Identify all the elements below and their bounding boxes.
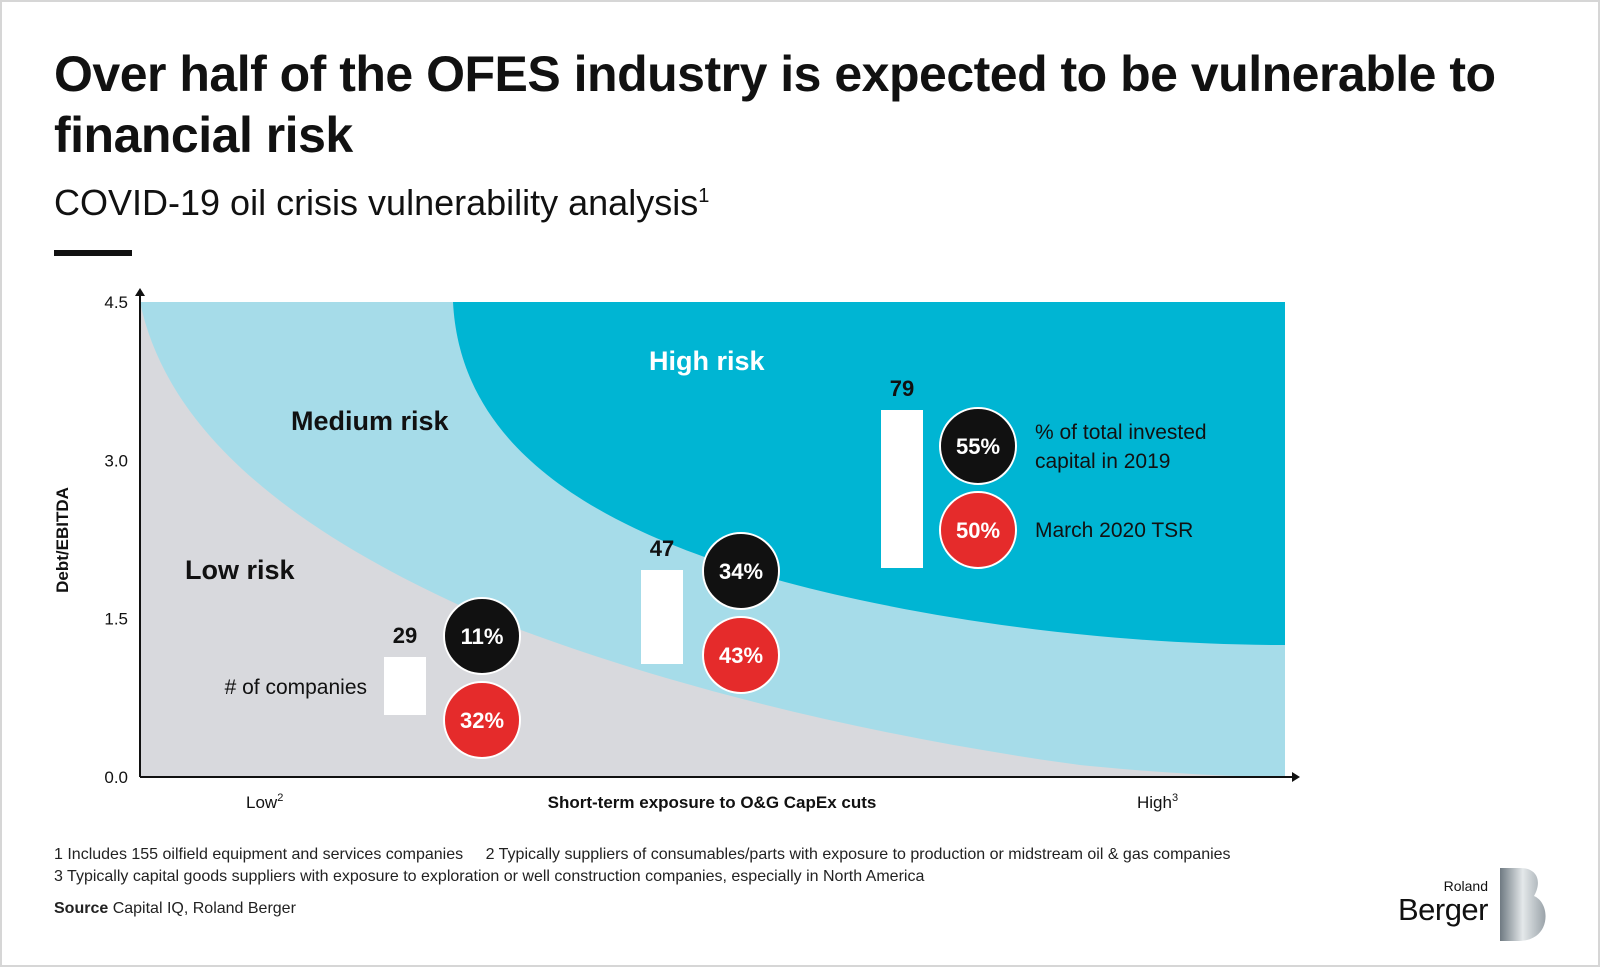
x-low-mark: 2 [277, 792, 283, 804]
companies-annotation: # of companies [225, 676, 367, 699]
logo-berger: Berger [1397, 892, 1489, 927]
y-tick-label: 3.0 [104, 451, 128, 470]
tsr-value: 32% [460, 708, 504, 733]
company-count-bar [641, 570, 683, 664]
subtitle-footnote-mark: 1 [698, 185, 710, 207]
company-count-bar [384, 657, 426, 715]
source-label: Source [54, 900, 109, 917]
x-axis [140, 772, 1300, 782]
legend-invested-capital: % of total invested capital in 2019 [1035, 421, 1212, 473]
source-line: Source Capital IQ, Roland Berger [54, 900, 296, 918]
footnote-2: 2 Typically suppliers of consumables/par… [485, 846, 1231, 863]
invested-capital-circle [939, 407, 1017, 485]
slide-title: Over half of the OFES industry is expect… [54, 46, 1496, 163]
company-count-label: 79 [890, 376, 914, 401]
company-count-bar [881, 410, 923, 568]
footnote-1: 1 Includes 155 oilfield equipment and se… [54, 846, 464, 863]
invested-capital-value: 34% [719, 559, 763, 584]
source-text: Capital IQ, Roland Berger [112, 900, 296, 917]
group-marks: 29 11% 32% 47 34% 43% 79 55% 50% [384, 376, 1017, 759]
zone-label-low-risk: Low risk [185, 555, 296, 585]
y-axis-title: Debt/EBITDA [53, 487, 72, 593]
tsr-circle [443, 681, 521, 759]
y-axis: 0.0 1.5 3.0 4.5 [104, 288, 145, 787]
x-axis-title: Short-term exposure to O&G CapEx cuts [548, 793, 877, 812]
logo-b-mark-icon [1500, 868, 1546, 941]
y-tick-label: 4.5 [104, 293, 128, 312]
legend-invested-capital-line1: % of total invested [1035, 421, 1207, 444]
subtitle-text: COVID-19 oil crisis vulnerability analys… [54, 182, 699, 223]
footnote-row-1: 1 Includes 155 oilfield equipment and se… [54, 844, 1231, 866]
legend-invested-capital-line2: capital in 2019 [1035, 450, 1170, 473]
tsr-circle [702, 616, 780, 694]
x-axis-low-label: Low2 [246, 792, 283, 812]
footnote-3: 3 Typically capital goods suppliers with… [54, 868, 925, 885]
invested-capital-circle [702, 532, 780, 610]
title-rule [54, 250, 132, 256]
x-high-mark: 3 [1172, 792, 1178, 804]
invested-capital-value: 55% [956, 434, 1000, 459]
y-tick-label: 0.0 [104, 768, 128, 787]
x-axis-arrow [1292, 772, 1300, 782]
legend-tsr: March 2020 TSR [1035, 519, 1193, 542]
y-axis-arrow [135, 288, 145, 296]
y-tick-label: 1.5 [104, 610, 128, 629]
zone-label-high-risk: High risk [649, 346, 766, 376]
roland-berger-logo: Roland Berger [1390, 866, 1550, 946]
tsr-value: 43% [719, 643, 763, 668]
invested-capital-circle [443, 597, 521, 675]
slide-subtitle: COVID-19 oil crisis vulnerability analys… [54, 182, 709, 224]
x-high-text: High [1137, 793, 1172, 812]
company-count-label: 29 [393, 623, 417, 648]
footnotes: 1 Includes 155 oilfield equipment and se… [54, 844, 1231, 888]
company-count-label: 47 [650, 536, 674, 561]
tsr-circle [939, 491, 1017, 569]
x-low-text: Low [246, 793, 278, 812]
zone-label-medium-risk: Medium risk [291, 406, 450, 436]
x-axis-high-label: High3 [1137, 792, 1178, 812]
zone-high-area [453, 302, 1285, 645]
logo-roland: Roland [1443, 878, 1488, 894]
invested-capital-value: 11% [461, 624, 504, 649]
tsr-value: 50% [956, 518, 1000, 543]
